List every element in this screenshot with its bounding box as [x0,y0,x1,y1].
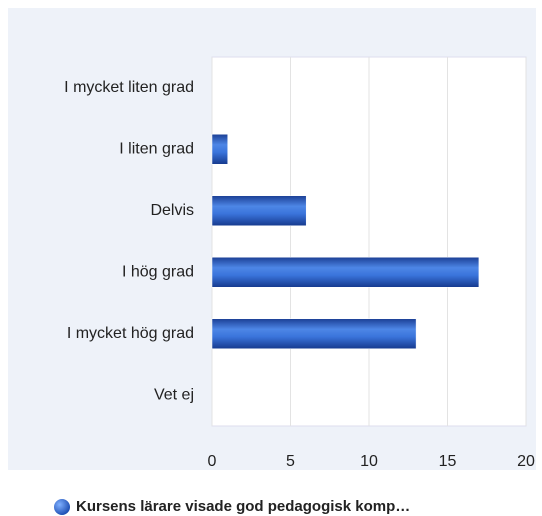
x-tick-label: 5 [286,453,295,470]
bar [211,257,480,288]
x-tick-label: 10 [360,453,378,470]
x-tick-label: 20 [517,453,535,470]
legend-label: Kursens lärare visade god pedagogisk kom… [76,498,410,515]
y-tick-label: Delvis [150,202,194,219]
bar [211,318,417,349]
y-tick-label: Vet ej [154,386,194,403]
y-tick-label: I mycket liten grad [64,79,194,96]
y-tick-label: I liten grad [119,140,194,157]
legend-marker [54,499,70,515]
y-tick-label: I mycket hög grad [67,325,194,342]
y-tick-label: I hög grad [122,263,194,280]
bar [211,195,307,226]
x-tick-label: 0 [208,453,217,470]
bar [211,134,228,165]
x-tick-label: 15 [439,453,457,470]
